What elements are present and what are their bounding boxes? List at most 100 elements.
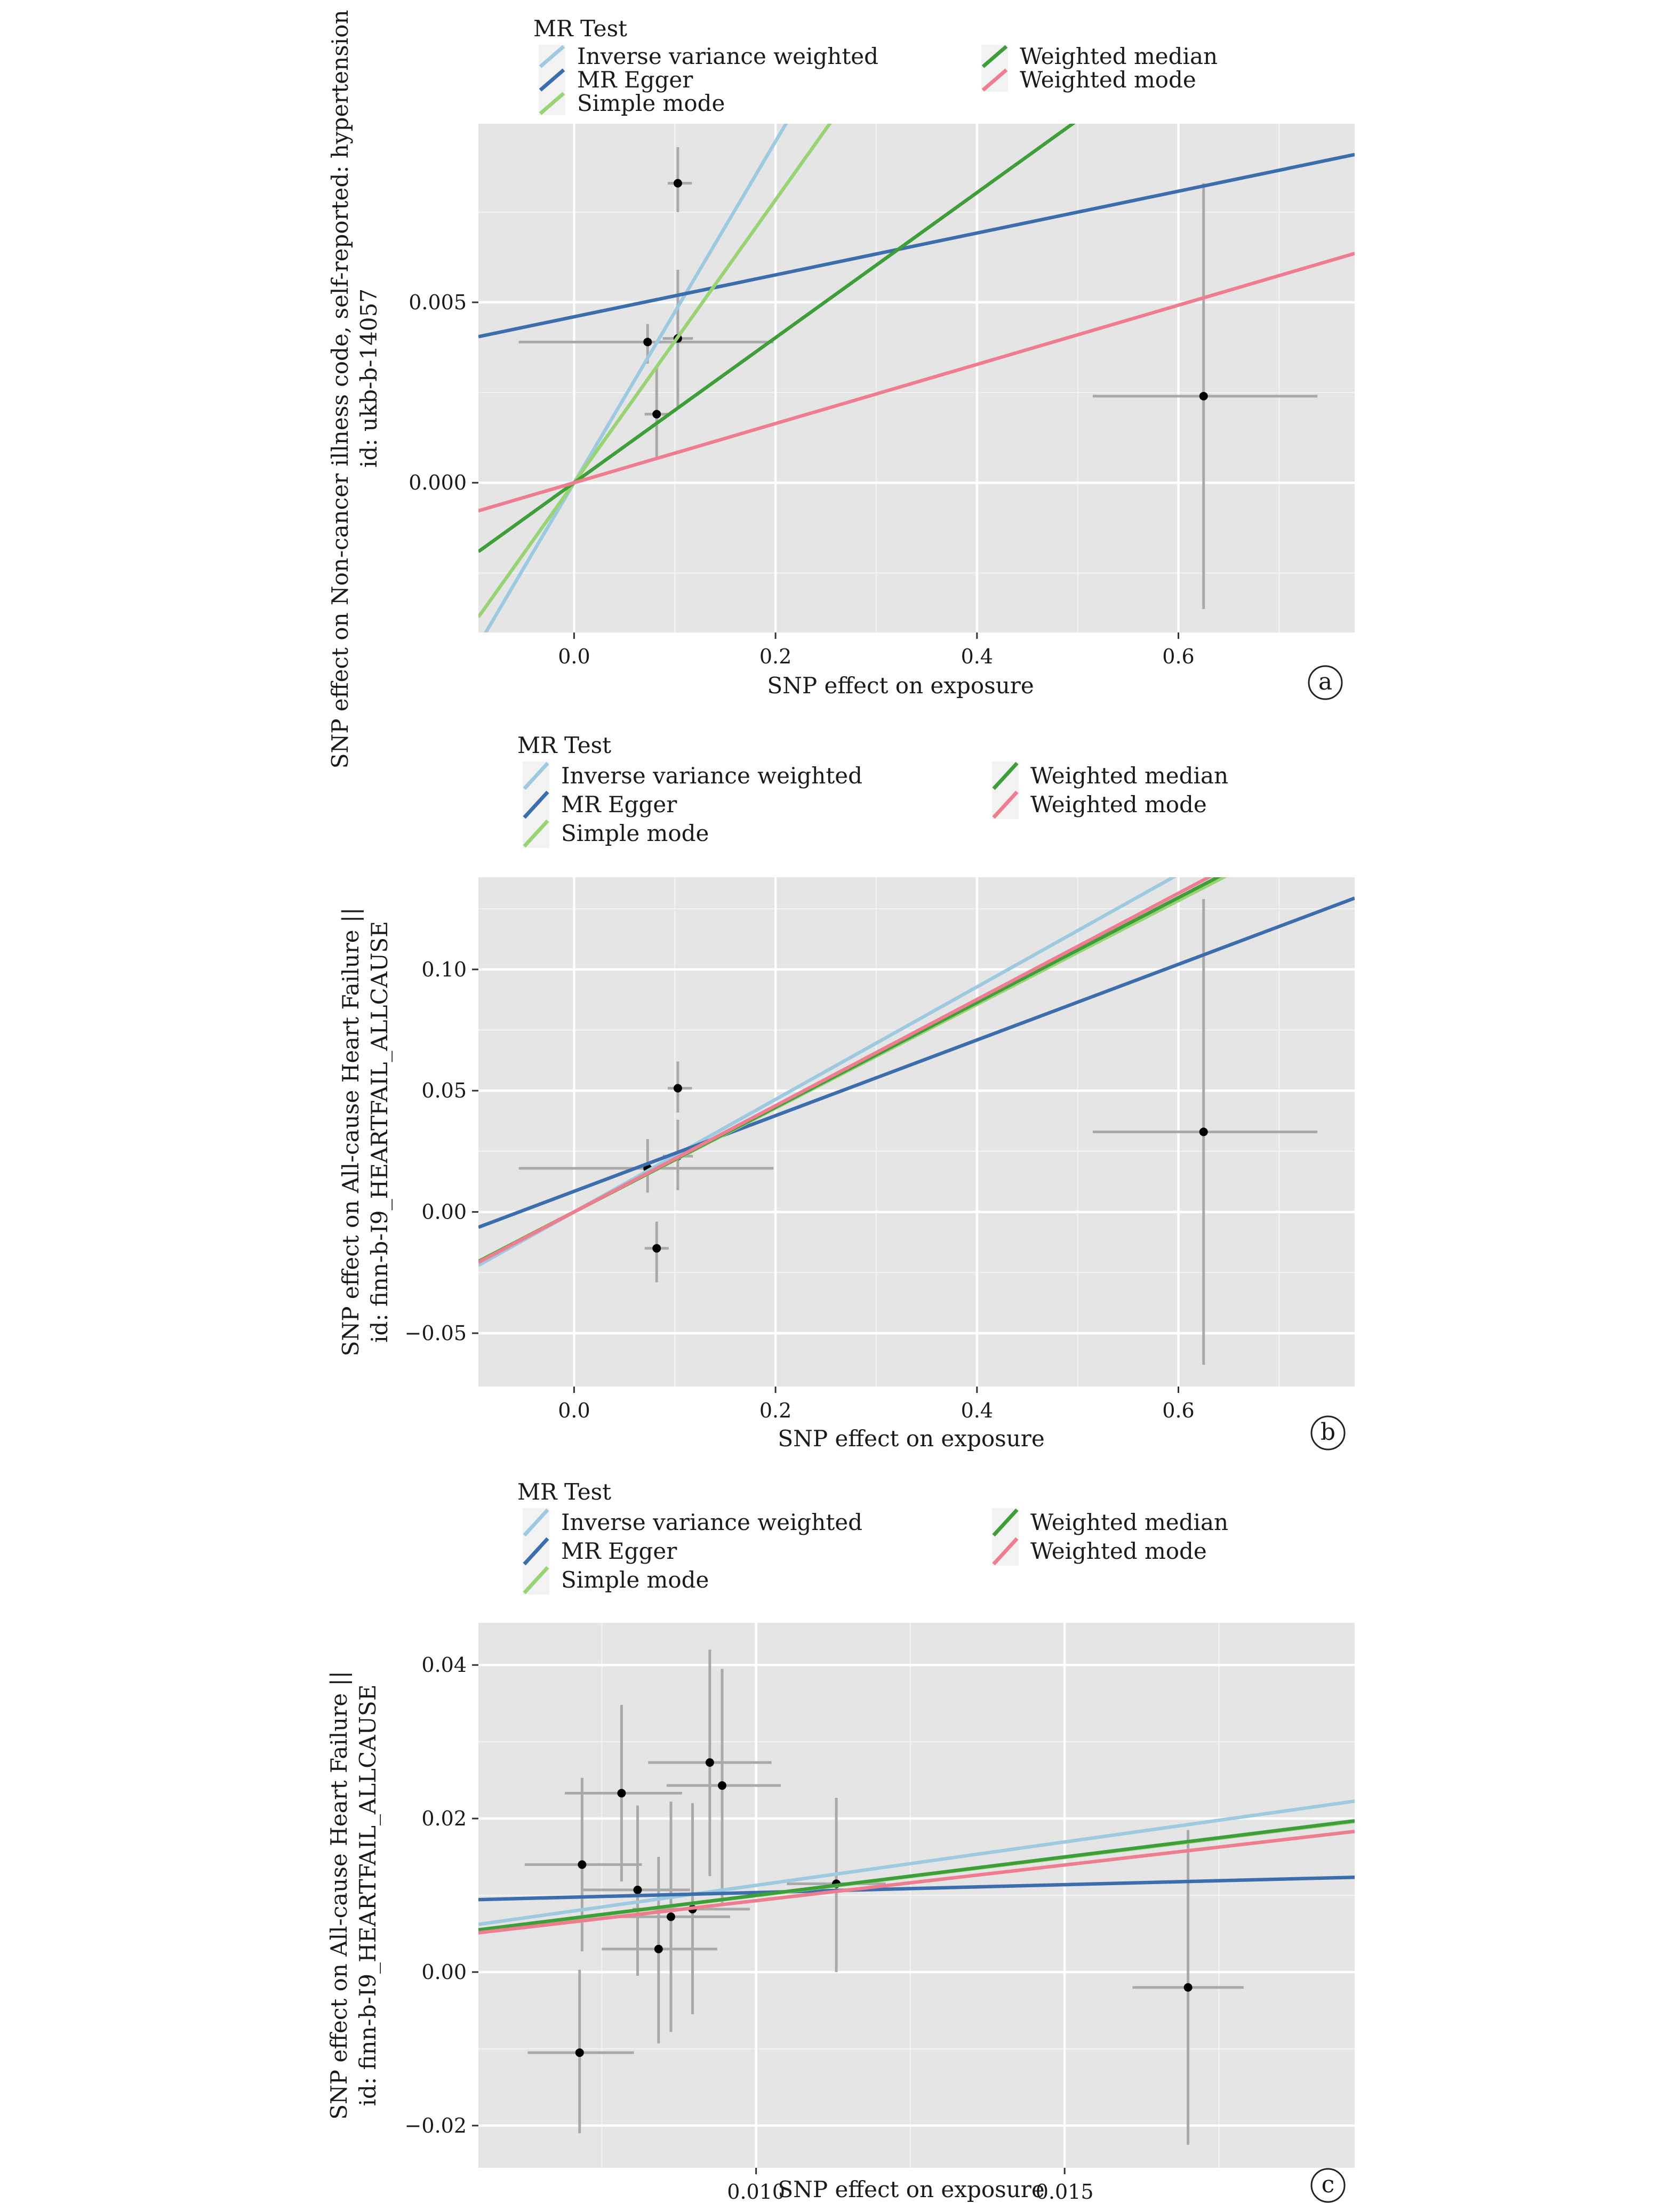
y-tick-label: 0.000 — [409, 471, 467, 494]
legend-entry-label: Weighted mode — [1030, 1538, 1207, 1564]
legend-title: MR Test — [517, 732, 611, 758]
legend-title: MR Test — [533, 15, 627, 42]
x-tick-label: 0.2 — [759, 645, 791, 668]
legend-key-line — [523, 819, 549, 848]
y-tick-label: −0.05 — [405, 1321, 467, 1345]
data-point — [652, 410, 661, 419]
legend-entry-label: Inverse variance weighted — [577, 43, 878, 69]
series-line-inverse-variance-weighted — [478, 1799, 1355, 1926]
y-axis-title-line1: SNP effect on Non-cancer illness code, s… — [327, 0, 353, 768]
data-point — [666, 1912, 675, 1921]
legend-entry-label: Simple mode — [561, 820, 709, 846]
y-tick-label: 0.04 — [421, 1653, 467, 1677]
legend-key-line — [992, 790, 1019, 819]
data-point — [1199, 391, 1208, 400]
legend-key-line — [992, 762, 1019, 790]
legend-key-line — [523, 762, 549, 790]
panel-tag-circle — [1310, 2168, 1346, 2203]
y-tick-label: 0.00 — [421, 1960, 467, 1984]
x-tick-label: 0.0 — [558, 1399, 590, 1422]
legend-entry-label: MR Egger — [577, 67, 693, 93]
panels: 0.0 0.2 0.4 0.6 0.000 0.005 SNP effect on expo… — [326, 0, 1355, 2203]
y-tick-label: 0.005 — [409, 291, 467, 314]
grid-lines — [478, 877, 1355, 1387]
data-point — [673, 1084, 682, 1093]
data-point — [1199, 1127, 1208, 1136]
y-axis-title-line2: id: finn-b-I9_HEARTFAIL_ALLCAUSE — [366, 921, 393, 1343]
regression-lines — [478, 1799, 1355, 1935]
panel-tag-circle — [1310, 1415, 1346, 1451]
data-point — [718, 1781, 727, 1790]
legend-entry-label: Inverse variance weighted — [561, 1509, 862, 1535]
series-line-weighted-median — [478, 1819, 1355, 1932]
x-tick-label: 0.4 — [961, 645, 993, 668]
data-point — [1183, 1983, 1193, 1992]
panel-tag-circle — [1308, 665, 1343, 700]
x-tick-label: 0.015 — [1036, 2180, 1094, 2203]
legend-key-line — [539, 45, 565, 68]
y-axis-title-line1: SNP effect on All-cause Heart Failure || — [326, 1671, 352, 2120]
axes: 0.0 0.2 0.4 0.6 0.000 0.005 SNP effect on expo… — [327, 0, 1195, 768]
legend-entry-label: Simple mode — [577, 90, 725, 116]
data-point — [617, 1789, 626, 1798]
legend-entry-label: Weighted median — [1020, 43, 1218, 69]
series-line-weighted-mode — [478, 252, 1355, 513]
regression-lines — [478, 877, 1355, 1267]
legend-key-line — [523, 1537, 549, 1566]
plot-background — [478, 124, 1355, 632]
grid-lines — [478, 124, 1355, 632]
legend-key-line — [981, 68, 1008, 92]
y-axis-title-line2: id: finn-b-I9_HEARTFAIL_ALLCAUSE — [355, 1685, 381, 2106]
legend-key-line — [539, 68, 565, 92]
y-tick-label: −0.02 — [405, 2114, 467, 2137]
chart-panel-a: 0.0 0.2 0.4 0.6 0.000 0.005 SNP effect on expo… — [327, 0, 1355, 768]
data-point — [575, 2048, 584, 2057]
legend-title: MR Test — [517, 1479, 611, 1505]
grid-lines — [478, 1623, 1355, 2168]
x-tick-label: 0.2 — [759, 1399, 791, 1422]
y-tick-label: 0.05 — [421, 1079, 467, 1102]
axes: 0.010 0.015 −0.02 0.00 0.02 0.04 SNP effect on… — [326, 1653, 1094, 2203]
x-tick-label: 0.4 — [961, 1399, 993, 1422]
panel-tag-label: c — [1322, 2171, 1335, 2198]
legend-entry-label: Weighted median — [1030, 1509, 1228, 1535]
series-line-weighted-mode — [478, 1829, 1355, 1935]
regression-lines — [478, 124, 1355, 632]
series-line-inverse-variance-weighted — [483, 124, 788, 632]
x-axis-title: SNP effect on exposure — [778, 1425, 1044, 1452]
x-axis-title: SNP effect on exposure — [778, 2176, 1044, 2202]
legend-entry-label: Weighted mode — [1020, 67, 1196, 93]
legend-key-line — [992, 1508, 1019, 1537]
series-line-weighted-median — [478, 124, 1076, 554]
data-point — [654, 1944, 663, 1953]
legend-entry-label: Inverse variance weighted — [561, 763, 862, 789]
series-line-weighted-mode — [478, 877, 1213, 1264]
x-tick-label: 0.0 — [558, 645, 590, 668]
series-line-mr-egger — [478, 153, 1355, 339]
panel-tag-label: a — [1318, 668, 1332, 695]
legend-key-line — [539, 92, 565, 115]
legend-entry-label: Weighted median — [1030, 763, 1228, 789]
series-line-simple-mode — [478, 124, 832, 619]
x-tick-label: 0.6 — [1162, 645, 1194, 668]
legend-key-line — [523, 790, 549, 819]
series-line-mr-egger — [478, 896, 1355, 1229]
x-axis-title: SNP effect on exposure — [767, 672, 1034, 699]
chart-panel-c: 0.010 0.015 −0.02 0.00 0.02 0.04 SNP effect on… — [326, 1479, 1355, 2203]
y-axis-title-line1: SNP effect on All-cause Heart Failure || — [338, 908, 364, 1357]
data-point — [673, 179, 682, 188]
legend-entry-label: Weighted mode — [1030, 791, 1207, 818]
legend-key-line — [981, 45, 1008, 68]
legend-entry-label: MR Egger — [561, 791, 677, 818]
x-tick-label: 0.6 — [1162, 1399, 1194, 1422]
legend-key-line — [523, 1508, 549, 1537]
legend-key-line — [992, 1537, 1019, 1566]
chart-panel-b: 0.0 0.2 0.4 0.6 −0.05 0.00 0.05 0.10 SNP effect … — [338, 732, 1355, 1452]
y-tick-label: 0.10 — [421, 958, 467, 981]
data-point — [633, 1885, 642, 1894]
y-tick-label: 0.00 — [421, 1200, 467, 1224]
data-point — [705, 1758, 714, 1767]
